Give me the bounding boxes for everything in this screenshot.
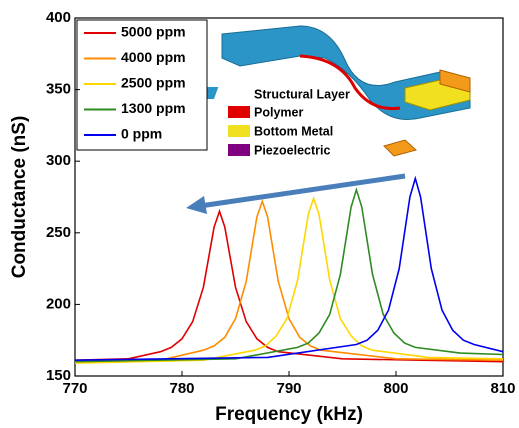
inset-label: Polymer — [254, 105, 303, 119]
device-illustration — [191, 25, 471, 157]
shift-arrow — [186, 173, 406, 214]
inset-label: Bottom Metal — [254, 124, 333, 138]
y-tick-label: 400 — [46, 9, 71, 26]
legend-label: 5000 ppm — [121, 24, 186, 40]
legend-label: 1300 ppm — [121, 100, 186, 116]
legend-label: 0 ppm — [121, 126, 162, 142]
legend-label: 4000 ppm — [121, 49, 186, 65]
series-line — [74, 198, 504, 363]
x-tick-label: 770 — [62, 380, 87, 397]
x-tick-label: 810 — [490, 380, 515, 397]
x-tick-label: 780 — [169, 380, 194, 397]
y-tick-label: 200 — [46, 295, 71, 312]
series-line — [74, 187, 504, 363]
legend-box — [76, 19, 208, 151]
y-axis-title: Conductance (nS) — [9, 116, 30, 279]
series-line — [74, 195, 504, 364]
inset-label: Piezoelectric — [254, 143, 330, 157]
x-tick-label: 800 — [383, 380, 408, 397]
y-tick-label: 250 — [46, 224, 71, 241]
series-line — [74, 175, 504, 361]
plot — [74, 175, 504, 364]
inset-label: Structural Layer — [254, 87, 350, 101]
y-tick-label: 150 — [46, 367, 71, 384]
y-tick-label: 300 — [46, 152, 71, 169]
x-axis-title: Frequency (kHz) — [215, 404, 363, 425]
series-line — [74, 208, 504, 363]
x-tick-label: 790 — [276, 380, 301, 397]
y-tick-label: 350 — [46, 81, 71, 98]
legend-label: 2500 ppm — [121, 75, 186, 91]
